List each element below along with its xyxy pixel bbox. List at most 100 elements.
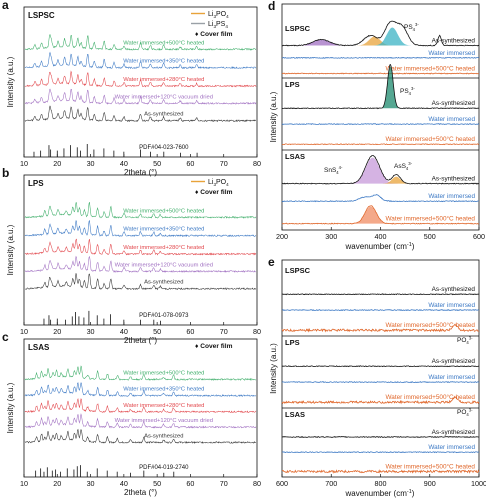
- xrd-b-tick-label: 30: [87, 327, 95, 336]
- xrd-c-tick-label: 80: [253, 479, 261, 488]
- peak-label: PO43-: [457, 407, 473, 417]
- trace-label: Water immersed: [428, 50, 475, 57]
- trace-label: Water immersed+350°C heated: [123, 387, 204, 393]
- tick-label: 800: [375, 479, 387, 488]
- xrd-a-tick-label: 70: [220, 159, 228, 168]
- trace-label: Water immersed+500°C heated: [123, 208, 204, 214]
- peak-fill: [282, 66, 403, 109]
- sample-label: LSAS: [28, 343, 50, 352]
- panel-letter: e: [268, 255, 275, 269]
- legend-cover-film: ♦ Cover film: [195, 343, 233, 350]
- xrd-c-tick-label: 50: [153, 479, 161, 488]
- peak-label: PO43-: [457, 335, 473, 345]
- sample-label: LPS: [285, 338, 300, 347]
- xrd-trace: [24, 105, 257, 123]
- reference-label: PDF#04-023-7600: [139, 145, 189, 151]
- raman-trace: [281, 143, 480, 146]
- trace-label: Water immersed+280°C heated: [123, 403, 204, 409]
- trace-label: As-synthesized: [144, 112, 183, 118]
- xrd-trace: [24, 255, 257, 273]
- legend-label-part: PO: [216, 11, 227, 18]
- xrd-trace: [24, 238, 257, 256]
- xrd-a-tick-label: 30: [87, 159, 95, 168]
- tick-label: 600: [276, 479, 288, 488]
- trace-label: Water immersed+350°C heated: [123, 59, 204, 65]
- y-axis-label: Intensity (a.u.): [6, 224, 15, 275]
- xrd-trace: [24, 219, 257, 238]
- sample-label: LPS: [28, 179, 44, 188]
- tick-label: 600: [473, 232, 485, 241]
- xrd-c-tick-label: 30: [87, 479, 95, 488]
- raman-trace: [281, 155, 480, 185]
- legend-label-part: 3: [213, 182, 216, 187]
- xrd-trace: [24, 202, 257, 219]
- trace-label: Water immersed: [428, 116, 475, 123]
- xrd-b-tick-label: 70: [220, 327, 228, 336]
- peak-label-part: 3-: [415, 22, 419, 27]
- trace-label: Water immersed: [428, 193, 475, 200]
- raman-trace: [281, 381, 480, 384]
- tick-label: 200: [276, 232, 288, 241]
- legend-cover-film: ♦ Cover film: [195, 31, 233, 38]
- y-axis-label: Intensity (a.u.): [269, 343, 278, 394]
- peak-label: AsS43-: [394, 161, 413, 171]
- x-axis-label: 2theta (°): [124, 168, 157, 177]
- raman-trace: [281, 436, 480, 438]
- trace-label: Water immersed+120°C vacuum dried: [115, 418, 213, 424]
- trace-label: Water immersed+500°C heated: [385, 321, 475, 329]
- peak-label: PS43-: [404, 22, 419, 32]
- xrd-trace: [24, 398, 257, 414]
- raman-trace: [282, 451, 479, 454]
- peak-label: SnS44-: [324, 165, 343, 175]
- trace-label: Water immersed: [428, 444, 475, 451]
- raman-trace: [281, 20, 480, 47]
- legend-label: Li3PO4: [208, 11, 229, 19]
- tick-label: 700: [325, 479, 337, 488]
- peak-label-part: 3-: [411, 86, 415, 91]
- peak-fill: [282, 36, 399, 46]
- sample-label: LSAS: [285, 152, 305, 161]
- trace-label: Water immersed+120°C vacuum dried: [115, 262, 213, 268]
- legend-label: Li3PO4: [208, 179, 229, 187]
- x-axis-label-part: -1: [407, 242, 412, 248]
- legend-label-part: PO: [216, 179, 227, 186]
- panel-b: b 10 20 30 40 50 60 70 80 LPS 2theta (°) Intensity …: [2, 166, 261, 345]
- xrd-a-tick-label: 80: [253, 159, 261, 168]
- tick-label: 900: [424, 479, 436, 488]
- xrd-a-tick-label: 50: [153, 159, 161, 168]
- trace-label: Water immersed+500°C heated: [123, 40, 204, 46]
- raman-trace: [281, 56, 480, 59]
- panel-letter: d: [268, 0, 275, 13]
- legend-label-part: Li: [208, 21, 214, 28]
- xrd-c-frame: [23, 338, 258, 478]
- trace-label: Water immersed+500°C heated: [123, 370, 204, 376]
- x-axis-label: 2theta (°): [124, 488, 157, 497]
- sample-label: LSPSC: [28, 11, 55, 20]
- xrd-a-tick-label: 10: [20, 159, 28, 168]
- raman-trace: [281, 123, 480, 126]
- legend-label-part: PS: [216, 21, 226, 28]
- raman-trace: [281, 469, 480, 474]
- peak-label-part: PO: [457, 409, 466, 416]
- xrd-c-tick-label: 60: [186, 479, 194, 488]
- xrd-trace: [24, 428, 257, 445]
- peak-label-part: 4: [406, 166, 409, 171]
- panel-letter: c: [2, 330, 9, 344]
- legend-label-part: Li: [208, 11, 214, 18]
- peak-fill: [282, 176, 414, 184]
- raman-trace: [281, 194, 480, 203]
- raman-trace: [281, 72, 480, 75]
- x-axis-label: wavenumber (cm-1): [345, 242, 415, 251]
- xrd-c-tick-label: 40: [120, 479, 128, 488]
- xrd-trace: [24, 365, 257, 382]
- peak-fill: [282, 27, 416, 46]
- peak-label-part: 4: [413, 27, 416, 32]
- trace-label: Water immersed+280°C heated: [123, 77, 204, 83]
- xrd-trace: [24, 413, 257, 429]
- peak-label-part: PS: [400, 88, 409, 95]
- sample-label: LPS: [285, 80, 300, 89]
- panel-letter: b: [2, 166, 9, 180]
- peak-label-part: 4-: [339, 165, 343, 170]
- peak-fill: [282, 206, 395, 224]
